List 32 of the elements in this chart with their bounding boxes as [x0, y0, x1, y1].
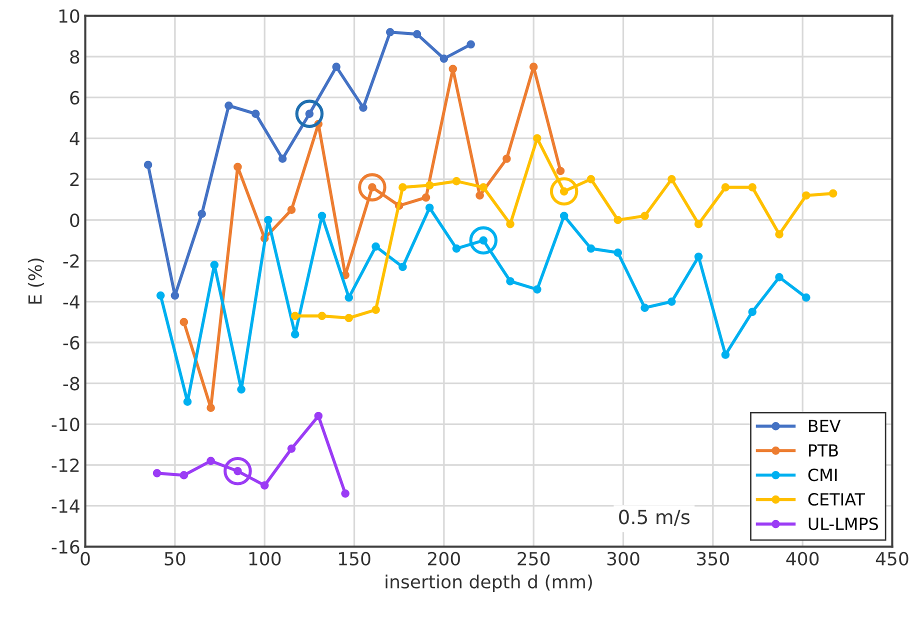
x-tick-label: 50	[164, 552, 186, 566]
y-tick-label: 8	[70, 50, 80, 64]
x-tick-label: 450	[876, 552, 908, 566]
legend-label: BEV	[809, 420, 841, 432]
legend-label: PTB	[809, 444, 838, 456]
y-axis-title: E (%)	[28, 258, 44, 304]
x-axis-title: insertion depth d (mm)	[386, 574, 592, 592]
y-tick-label: 2	[70, 172, 79, 186]
x-tick-label: 150	[339, 552, 370, 566]
legend-label: CETIAT	[808, 493, 866, 506]
x-tick-label: 100	[249, 552, 281, 566]
y-tick-label: 4	[70, 132, 80, 146]
y-tick-label: -16	[52, 540, 80, 554]
y-tick-label: -2	[63, 254, 79, 268]
x-tick-label: 300	[607, 552, 640, 566]
annotation: 0.5 m/s	[619, 510, 690, 526]
y-tick-label: -8	[63, 376, 80, 390]
y-tick-label: 6	[70, 90, 80, 105]
y-tick-label: -4	[63, 295, 80, 309]
y-tick-label: -6	[63, 336, 80, 350]
x-tick-label: 200	[428, 552, 460, 566]
legend-label: UL-LMPS	[808, 518, 878, 530]
x-tick-label: 250	[518, 552, 550, 566]
x-tick-label: 0	[80, 552, 90, 566]
x-tick-label: 350	[697, 552, 729, 566]
y-tick-label: -14	[52, 500, 80, 513]
y-tick-label: 10	[59, 9, 80, 23]
legend-label: CMI	[808, 468, 837, 482]
x-tick-label: 400	[786, 552, 819, 566]
y-tick-label: -10	[52, 418, 80, 432]
y-tick-label: -12	[52, 458, 79, 472]
y-tick-label: 0	[70, 213, 80, 228]
